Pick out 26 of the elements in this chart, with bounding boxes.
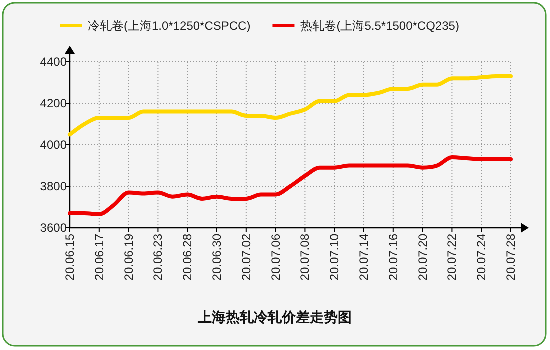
x-tick-label: 20.06.15 <box>63 234 77 281</box>
y-tick-label: 3800 <box>40 180 68 194</box>
x-tick-label: 20.07.14 <box>357 234 371 281</box>
x-tick-label: 20.06.30 <box>210 234 224 281</box>
y-tick-label: 4200 <box>40 96 68 110</box>
x-tick-label: 20.06.28 <box>180 234 195 281</box>
x-tick-label: 20.07.24 <box>474 234 489 281</box>
text: 上海热轧冷轧价差走势图 <box>197 309 352 325</box>
y-tick-label: 4000 <box>40 138 68 152</box>
x-tick-label: 20.07.22 <box>445 234 460 281</box>
legend-label: 冷轧卷(上海1.0*1250*CSPCC) <box>88 19 251 33</box>
legend-label: 热轧卷(上海5.5*1500*CQ235) <box>300 19 460 33</box>
x-tick-label: 20.07.10 <box>328 234 342 281</box>
line-series <box>68 74 513 137</box>
y-tick-label: 4400 <box>40 55 68 69</box>
line-series <box>68 155 513 217</box>
x-tick-label: 20.06.17 <box>92 234 106 281</box>
x-tick-label: 20.06.23 <box>151 234 166 281</box>
x-tick-label: 20.06.19 <box>122 234 136 281</box>
x-tick-label: 20.07.16 <box>386 234 400 281</box>
y-tick-label: 3600 <box>40 221 68 235</box>
x-tick-label: 20.07.08 <box>298 234 312 281</box>
x-tick-label: 20.07.28 <box>504 234 518 281</box>
x-tick-label: 20.07.20 <box>416 234 430 281</box>
x-tick-label: 20.07.06 <box>268 234 283 281</box>
x-tick-label: 20.07.02 <box>239 234 254 281</box>
